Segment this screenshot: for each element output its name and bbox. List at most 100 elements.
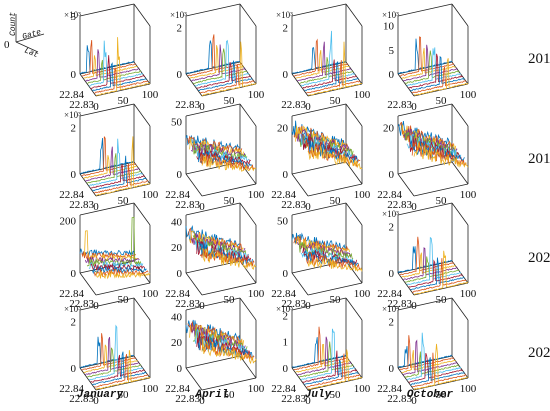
month-label-april: April bbox=[194, 389, 228, 401]
lat-tick-label: 22.84 bbox=[165, 288, 190, 300]
z-exponent-label: ×10³ bbox=[64, 304, 81, 314]
z-tick-label: 0 bbox=[283, 268, 289, 280]
z-tick-label: 0 bbox=[177, 69, 183, 81]
panel-box-edge bbox=[239, 260, 257, 284]
panel-box-edge bbox=[451, 161, 469, 185]
lat-tick-label: 22.84 bbox=[271, 288, 296, 300]
series-trace bbox=[412, 258, 467, 293]
gate-tick-label: 100 bbox=[460, 189, 477, 201]
series-trace bbox=[401, 350, 456, 373]
lat-tick-label: 22.84 bbox=[271, 189, 296, 201]
series-trace bbox=[299, 57, 354, 84]
key-gate-label: Gate bbox=[21, 28, 42, 42]
z-tick-label: 0 bbox=[71, 169, 77, 181]
gate-tick-label: 0 bbox=[411, 201, 417, 213]
panel-box-edge bbox=[201, 282, 257, 296]
panel-box-edge bbox=[291, 202, 347, 216]
month-label-october: October bbox=[407, 389, 454, 401]
lat-tick-label: 22.83 bbox=[69, 99, 94, 111]
gate-tick-label: 0 bbox=[411, 395, 417, 407]
gate-tick-label: 50 bbox=[118, 389, 130, 401]
key-count-label: Count bbox=[9, 12, 18, 36]
series-trace bbox=[302, 350, 358, 383]
z-tick-label: 20 bbox=[171, 337, 183, 349]
series-trace bbox=[194, 328, 250, 355]
lat-tick-label: 22.83 bbox=[69, 393, 94, 405]
panel-box-edge bbox=[291, 260, 347, 274]
series-trace bbox=[201, 339, 257, 365]
panel-box-edge bbox=[79, 73, 97, 97]
panel-box-edge bbox=[185, 367, 203, 391]
series-trace bbox=[187, 34, 242, 77]
gate-tick-label: 50 bbox=[118, 95, 130, 107]
panel-box-edge bbox=[95, 83, 151, 97]
series-trace bbox=[201, 248, 257, 270]
gate-tick-label: 100 bbox=[142, 288, 159, 300]
series-trace bbox=[79, 248, 135, 258]
gate-tick-label: 100 bbox=[354, 288, 371, 300]
year-label-2021: 2021 bbox=[528, 345, 550, 361]
gate-tick-label: 50 bbox=[330, 195, 342, 207]
panel-box-edge bbox=[201, 83, 257, 97]
axes-key-diagram: 0 Count Gate Lat bbox=[4, 12, 45, 60]
series-trace bbox=[412, 352, 467, 387]
panel-box-edge bbox=[451, 103, 469, 127]
series-trace bbox=[81, 40, 136, 77]
panel-box-edge bbox=[185, 260, 241, 274]
z-tick-label: 0 bbox=[389, 69, 395, 81]
z-exponent-label: ×10³ bbox=[276, 304, 293, 314]
panel-box-edge bbox=[95, 183, 151, 197]
panel-box-edge bbox=[397, 73, 415, 97]
series-trace bbox=[408, 53, 463, 89]
z-tick-label: 0 bbox=[389, 169, 395, 181]
series-trace bbox=[413, 142, 469, 168]
gate-tick-label: 100 bbox=[248, 89, 265, 101]
z-tick-label: 40 bbox=[171, 216, 183, 228]
panel-box-edge bbox=[345, 103, 363, 127]
series-trace bbox=[201, 41, 257, 97]
panel-box-edge bbox=[79, 202, 135, 216]
lat-tick-label: 22.83 bbox=[281, 99, 306, 111]
panel-box-edge bbox=[133, 202, 151, 226]
gate-tick-label: 100 bbox=[248, 383, 265, 395]
gate-tick-label: 0 bbox=[199, 101, 205, 113]
z-tick-label: 5 bbox=[71, 11, 77, 23]
series-trace bbox=[408, 259, 463, 288]
panel-box-edge bbox=[397, 272, 415, 296]
series-trace bbox=[293, 38, 349, 77]
panel-box-edge bbox=[451, 202, 469, 226]
series-trace bbox=[399, 335, 454, 370]
gate-tick-label: 0 bbox=[199, 395, 205, 407]
series-trace bbox=[190, 233, 246, 256]
gate-tick-label: 100 bbox=[354, 383, 371, 395]
panel-box-edge bbox=[239, 202, 257, 226]
panel-box-edge bbox=[185, 272, 203, 296]
gate-tick-label: 0 bbox=[305, 101, 311, 113]
gate-tick-label: 100 bbox=[354, 89, 371, 101]
month-label-july: July bbox=[305, 389, 332, 401]
z-exponent-label: ×10³ bbox=[382, 209, 399, 219]
series-trace bbox=[410, 55, 465, 92]
z-tick-label: 0 bbox=[177, 268, 183, 280]
z-tick-label: 0 bbox=[283, 363, 289, 375]
gate-tick-label: 50 bbox=[436, 195, 448, 207]
gate-tick-label: 50 bbox=[330, 95, 342, 107]
series-trace bbox=[293, 326, 348, 371]
panel-box-edge bbox=[291, 73, 309, 97]
series-trace bbox=[96, 37, 151, 96]
series-trace bbox=[90, 55, 145, 90]
panel-box-edge bbox=[79, 272, 97, 296]
gate-tick-label: 50 bbox=[224, 195, 236, 207]
lat-tick-label: 22.83 bbox=[175, 199, 200, 211]
panel-box-edge bbox=[201, 183, 257, 197]
series-trace bbox=[307, 146, 363, 170]
lat-tick-label: 22.84 bbox=[377, 288, 402, 300]
gate-tick-label: 50 bbox=[224, 389, 236, 401]
lat-tick-label: 22.84 bbox=[59, 288, 84, 300]
panel-box-edge bbox=[185, 173, 203, 197]
